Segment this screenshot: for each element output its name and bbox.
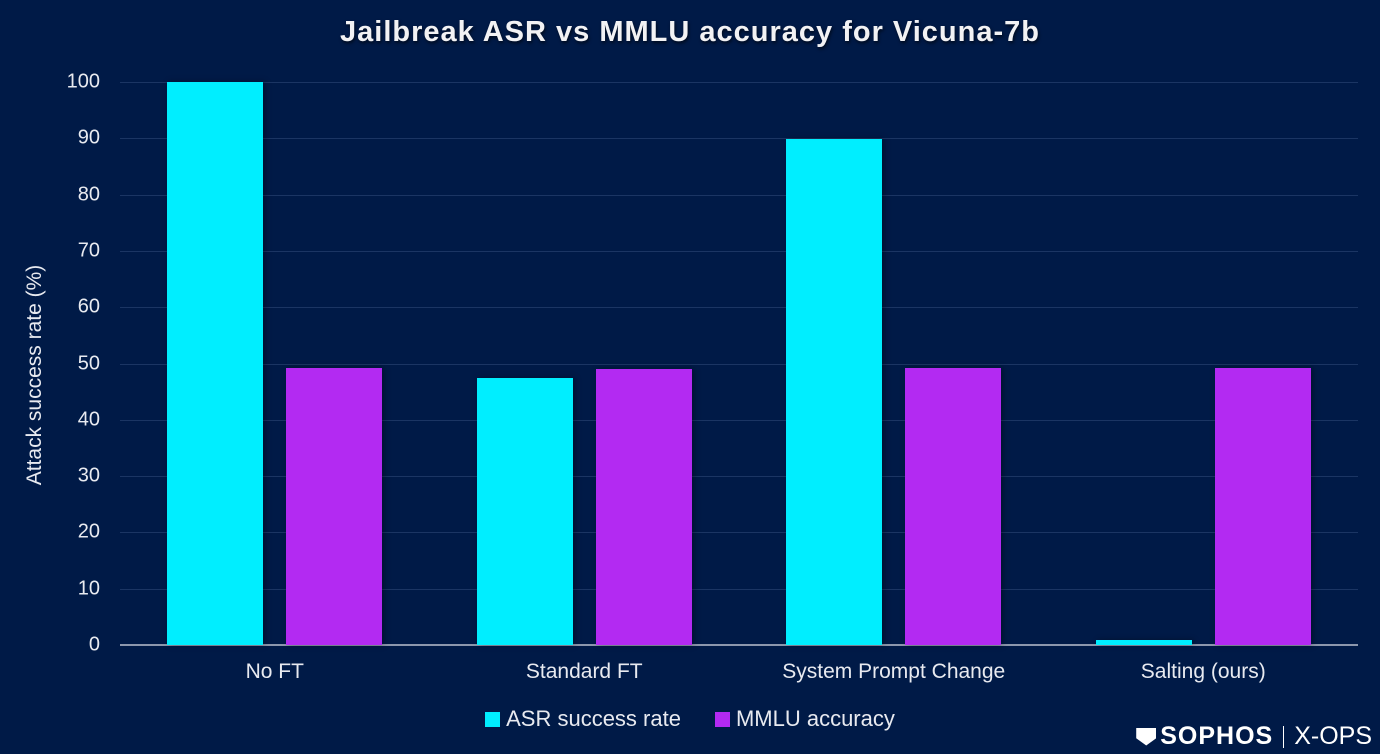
y-tick-label: 50 [77,352,100,374]
chart-title: Jailbreak ASR vs MMLU accuracy for Vicun… [340,16,1040,48]
y-tick-label: 30 [77,464,100,487]
gridline [120,82,1358,83]
gridline [120,364,1358,365]
bar [786,138,883,645]
sophos-xops-logo: SOPHOS X-OPS [1136,722,1372,751]
logo-brand: SOPHOS [1160,722,1274,750]
gridline [120,251,1358,252]
x-tick-label: System Prompt Change [782,660,1006,683]
y-tick-label: 80 [77,183,100,206]
y-tick-label: 100 [66,70,100,93]
logo-divider [1283,725,1285,748]
y-tick-label: 70 [77,239,100,262]
legend-label-mmlu: MMLU accuracy [735,706,895,731]
bar [476,378,573,645]
y-tick-label: 60 [77,295,100,318]
y-tick-label: 20 [77,520,100,543]
shield-icon [1136,727,1157,746]
gridline [120,195,1358,196]
gridline [120,307,1358,308]
legend-swatch-asr [485,711,501,727]
gridline [120,589,1358,590]
bar [1095,639,1192,645]
bar [286,368,383,645]
logo-product: X-OPS [1294,722,1372,750]
legend-item-mmlu: MMLU accuracy [714,706,895,732]
legend-item-asr: ASR success rate [485,706,681,732]
gridline [120,420,1358,421]
legend: ASR success rate MMLU accuracy [0,706,1380,732]
y-tick-label: 0 [88,633,100,656]
y-tick-label: 10 [77,577,100,600]
x-tick-label: Standard FT [525,660,643,683]
gridline [120,476,1358,477]
y-tick-label: 90 [77,126,100,149]
x-axis-line [120,644,1358,646]
bar [595,369,692,645]
gridline [120,138,1358,139]
legend-label-asr: ASR success rate [506,706,681,731]
x-tick-label: No FT [245,660,304,683]
gridline [120,532,1358,533]
x-tick-label: Salting (ours) [1140,660,1266,683]
bar [905,368,1002,645]
bar [167,82,264,645]
y-tick-label: 40 [77,408,100,431]
legend-swatch-mmlu [714,711,730,727]
bar [1214,368,1311,645]
